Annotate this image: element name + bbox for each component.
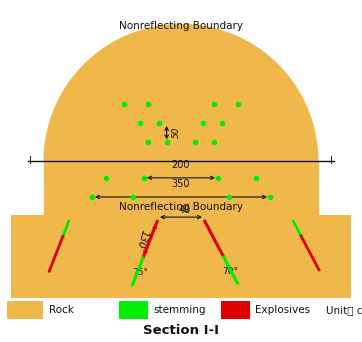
Text: Nonreflecting Boundary: Nonreflecting Boundary bbox=[119, 201, 243, 212]
Text: Unit： cm: Unit： cm bbox=[326, 305, 362, 315]
Polygon shape bbox=[44, 25, 318, 161]
Text: Section I-I: Section I-I bbox=[143, 324, 219, 337]
Text: 50: 50 bbox=[172, 127, 181, 139]
Text: 75°: 75° bbox=[132, 268, 148, 277]
Text: Explosives: Explosives bbox=[255, 305, 310, 315]
Text: I: I bbox=[29, 156, 32, 167]
Text: 200: 200 bbox=[172, 160, 190, 170]
Text: stemming: stemming bbox=[154, 305, 206, 315]
Text: Nonreflecting Boundary: Nonreflecting Boundary bbox=[119, 21, 243, 30]
Text: 350: 350 bbox=[172, 179, 190, 189]
Text: 40: 40 bbox=[179, 205, 191, 215]
Bar bbox=[221, 301, 250, 319]
Text: I: I bbox=[330, 156, 333, 167]
Text: 70°: 70° bbox=[222, 266, 238, 276]
Polygon shape bbox=[11, 215, 351, 298]
Text: Rock: Rock bbox=[49, 305, 74, 315]
Bar bbox=[7, 301, 43, 319]
Text: 130: 130 bbox=[134, 228, 149, 249]
Bar bbox=[119, 301, 148, 319]
Polygon shape bbox=[44, 161, 318, 219]
